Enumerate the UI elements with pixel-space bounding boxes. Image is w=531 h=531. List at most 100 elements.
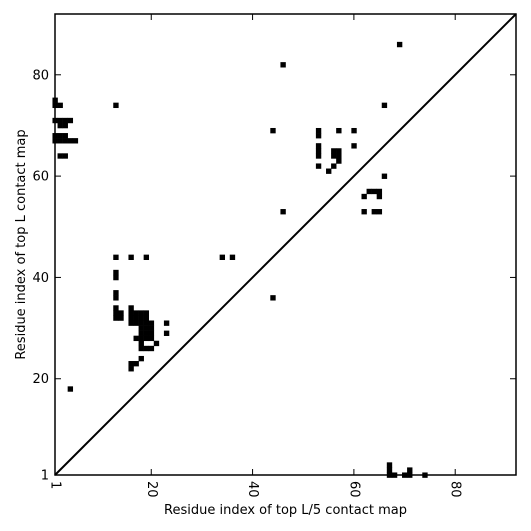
contact-cell-top-l [315,163,322,169]
y-tick-label: 40 [32,271,49,286]
contact-cell-top-l [133,320,139,326]
x-tick-label: 40 [245,481,260,498]
contact-cell-top-l [270,295,276,301]
x-tick-label: 60 [346,481,361,498]
contact-cell-top-l [270,127,276,134]
contact-cell-top-l [138,340,144,347]
contact-cell-top-l [62,153,68,159]
x-tick-label: 80 [448,481,463,498]
contact-cell-top-l [229,254,236,260]
contact-cell-top-l [138,315,144,321]
contact-cell-top-l [133,315,139,321]
x-tick-labels: 1 20 40 60 80 [48,481,463,498]
contact-cell-top-l [143,315,150,321]
contact-cells [52,41,428,478]
contact-cell-top-l [113,310,119,316]
contact-cell-top-l [381,102,388,109]
contact-cell-top-l [72,138,79,144]
diagonal-line [54,13,517,476]
contact-cell-top-l [371,209,377,215]
contact-cell-top-l [331,148,337,154]
contact-cell-top-l5 [386,462,393,468]
contact-cell-top-l [113,102,119,109]
y-tick-label: 1 [41,469,49,484]
y-tick-labels: 1 20 40 60 80 [32,68,49,483]
contact-cell-top-l [280,62,286,68]
contact-cell-top-l [128,320,134,326]
contact-cell-top-l [351,127,357,134]
contact-cell-top-l [57,102,63,109]
contact-cell-top-l [163,330,170,336]
contact-cell-top-l [138,345,144,352]
contact-cell-top-l [128,315,134,321]
contact-cell-top-l5 [386,467,393,473]
contact-cell-top-l [331,163,337,169]
contact-cell-top-l [128,366,134,372]
contact-cell-top-l [351,143,357,149]
contact-cell-top-l [113,254,119,260]
contact-cell-top-l [361,209,367,215]
contact-cell-top-l [315,133,322,139]
contact-cell-top-l [376,188,383,195]
contact-cell-top-l [336,127,342,134]
contact-cell-top-l [62,133,68,139]
contact-cell-top-l [113,295,119,301]
plot-frame [54,13,517,476]
y-tick-label: 20 [32,372,49,387]
contact-cell-top-l [128,305,134,311]
contact-cell-top-l [376,209,383,215]
contact-cell-top-l [128,254,134,260]
contact-cell-top-l [62,138,68,144]
contact-cell-top-l [336,158,342,164]
contact-cell-top-l [113,305,119,311]
contact-cell-top-l [315,148,322,154]
contact-cell-top-l [371,188,377,195]
contact-cell-top-l [148,335,155,342]
contact-cell-top-l [143,345,150,352]
contact-cell-top-l [57,153,63,159]
contact-cell-top-l [315,127,322,134]
contact-cell-top-l [163,320,170,326]
contact-cell-top-l [118,315,124,321]
contact-cell-top-l [148,320,155,326]
contact-cell-top-l [336,153,342,159]
contact-cell-top-l [133,310,139,316]
contact-cell-top-l [219,254,226,260]
contact-cell-top-l [153,340,160,347]
contact-cell-top-l [148,330,155,336]
contact-cell-top-l5 [407,467,413,473]
contact-cell-top-l [143,330,150,336]
contact-cell-top-l [143,325,150,331]
contact-cell-top-l [336,148,342,154]
contact-cell-top-l [361,193,367,200]
contact-cell-top-l [138,330,144,336]
contact-cell-top-l [128,361,134,367]
contact-cell-top-l [113,315,119,321]
contact-cell-top-l [118,310,124,316]
contact-cell-top-l [138,320,144,326]
x-tick-label: 20 [144,481,159,498]
contact-cell-top-l [331,153,337,159]
contact-cell-top-l [62,117,68,124]
contact-cell-top-l [280,209,286,215]
x-axis-label: Residue index of top L/5 contact map [164,503,407,518]
contact-cell-top-l [148,345,155,352]
y-tick-label: 60 [32,170,49,185]
contact-cell-top-l [67,117,74,124]
contact-cell-top-l [113,269,119,276]
contact-cell-top-l [57,133,63,139]
contact-cell-top-l [366,188,372,195]
y-axis-label: Residue index of top L contact map [14,129,29,359]
contact-cell-top-l [57,117,63,124]
contact-cell-top-l [138,310,144,316]
contact-cell-top-l [315,153,322,159]
contact-cell-top-l [62,122,68,129]
contact-cell-top-l [113,274,119,281]
contact-cell-top-l [67,138,74,144]
contact-cell-top-l [148,325,155,331]
contact-cell-top-l [138,355,144,362]
contact-cell-top-l [143,335,150,342]
contact-cell-top-l [326,168,332,174]
contact-cell-top-l [57,138,63,144]
